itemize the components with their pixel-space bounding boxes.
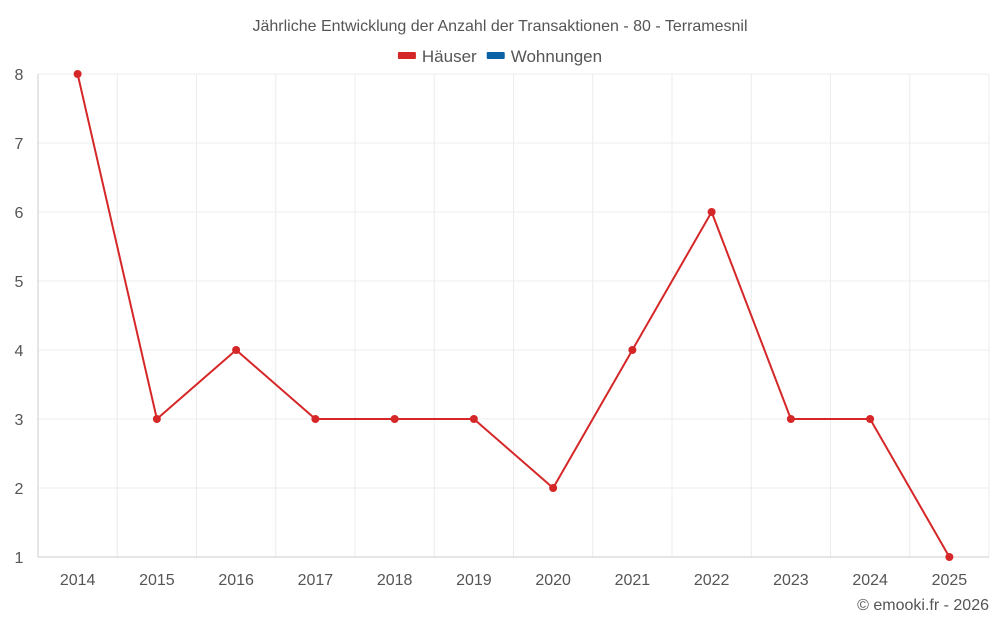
x-tick-label: 2017 — [298, 572, 334, 589]
y-tick-label: 6 — [15, 205, 24, 222]
series-line-0 — [76, 73, 951, 558]
x-tick-label: 2014 — [60, 572, 96, 589]
x-tick-label: 2022 — [694, 572, 730, 589]
legend-label: Wohnungen — [511, 47, 602, 66]
grid-lines — [37, 73, 990, 558]
data-point[interactable] — [549, 484, 558, 492]
data-point[interactable] — [152, 415, 161, 423]
x-tick-label: 2019 — [456, 572, 492, 589]
y-axis-ticks: 1 2 3 4 5 6 7 8 — [15, 67, 24, 567]
credit-text: © emooki.fr - 2026 — [857, 597, 989, 614]
legend-swatch — [397, 52, 416, 59]
data-point[interactable] — [469, 415, 478, 423]
data-point[interactable] — [390, 415, 399, 423]
x-tick-label: 2024 — [852, 572, 888, 589]
data-point[interactable] — [786, 415, 795, 423]
series-layer — [73, 70, 954, 561]
legend: Häuser Wohnungen — [397, 47, 602, 66]
y-tick-label: 3 — [15, 412, 24, 429]
x-tick-label: 2021 — [615, 572, 651, 589]
x-tick-label: 2016 — [218, 572, 254, 589]
x-tick-label: 2020 — [535, 572, 571, 589]
y-tick-label: 2 — [15, 481, 24, 498]
y-tick-label: 8 — [15, 67, 24, 84]
y-tick-label: 1 — [15, 550, 24, 567]
data-point[interactable] — [232, 346, 241, 354]
data-point[interactable] — [707, 208, 716, 216]
x-tick-label: 2023 — [773, 572, 809, 589]
y-tick-label: 4 — [15, 343, 24, 360]
x-tick-label: 2018 — [377, 572, 413, 589]
data-point[interactable] — [866, 415, 875, 423]
x-axis-ticks: 2014 2015 2016 2017 2018 2019 2020 2021 2022 2023… — [60, 572, 967, 589]
axes — [37, 74, 989, 558]
legend-item-0[interactable]: Häuser — [397, 47, 477, 66]
data-point[interactable] — [628, 346, 637, 354]
legend-item-1[interactable]: Wohnungen — [486, 47, 602, 66]
data-point[interactable] — [311, 415, 320, 423]
legend-swatch — [486, 52, 505, 59]
data-point[interactable] — [945, 553, 954, 561]
y-tick-label: 5 — [15, 274, 24, 291]
legend-label: Häuser — [422, 47, 477, 66]
y-tick-label: 7 — [15, 136, 24, 153]
data-point[interactable] — [73, 70, 82, 78]
x-tick-label: 2015 — [139, 572, 175, 589]
x-tick-label: 2025 — [932, 572, 968, 589]
chart-title: Jährliche Entwicklung der Anzahl der Tra… — [252, 18, 747, 35]
